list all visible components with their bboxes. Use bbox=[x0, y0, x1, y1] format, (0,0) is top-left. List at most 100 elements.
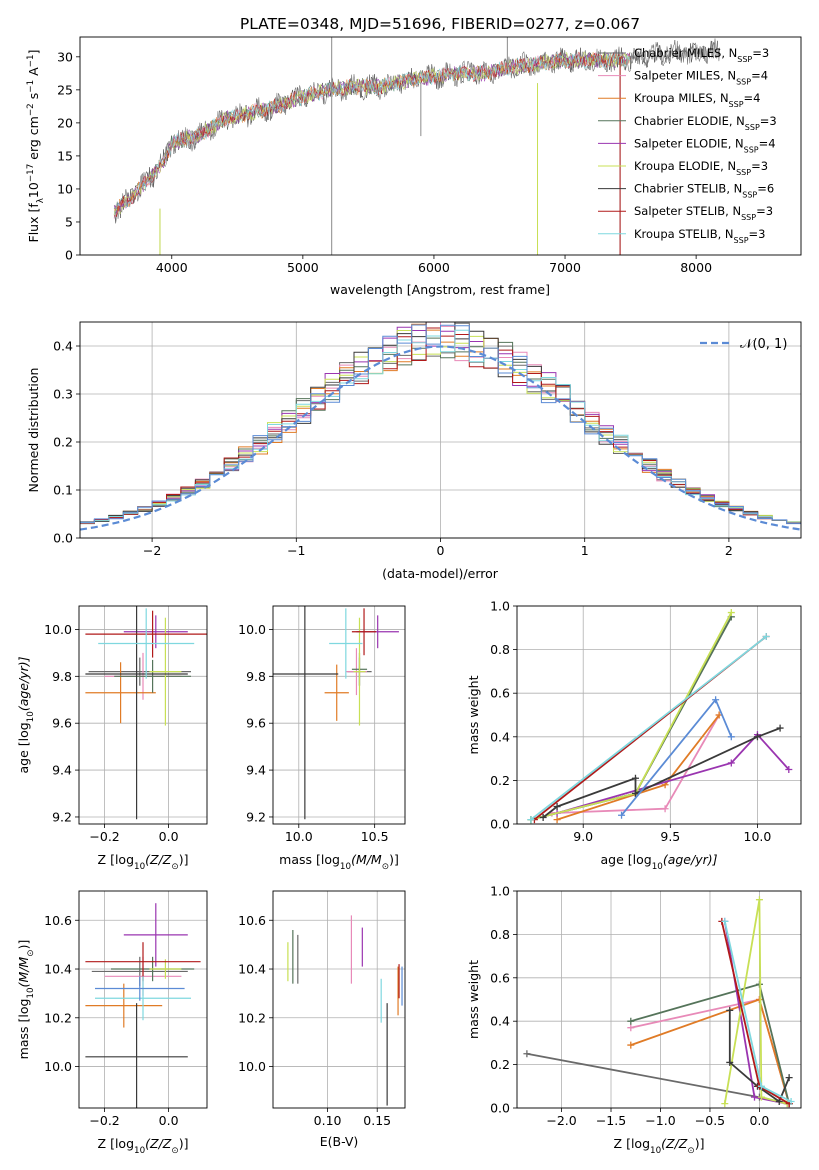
mass-weight-point bbox=[755, 896, 763, 904]
mass-weight-point bbox=[762, 633, 770, 641]
x-tick-label: 0.15 bbox=[363, 1113, 391, 1128]
x-axis-label: age [log10(age/yr)] bbox=[600, 852, 717, 872]
y-tick-label: 0.2 bbox=[53, 435, 73, 450]
y-tick-label: 1.0 bbox=[490, 599, 510, 614]
residual-step-line bbox=[80, 324, 801, 525]
axes-frame bbox=[78, 605, 208, 825]
mass-weight-point bbox=[527, 816, 535, 824]
y-tick-label: 0.4 bbox=[490, 729, 510, 744]
mass-weight-point bbox=[539, 813, 547, 821]
mass-weight-vs-age-chart: 9.0 9.5 10.0 0.0 0.2 0.4 0.6 0.8 1.0 age [log10(a… bbox=[466, 599, 802, 872]
axes-frame bbox=[79, 36, 802, 256]
y-tick-label: 9.8 bbox=[246, 669, 266, 684]
grid-lines bbox=[79, 891, 207, 1108]
mass-weight-point bbox=[787, 1097, 795, 1105]
x-tick-label: −2.0 bbox=[546, 1113, 576, 1128]
y-axis-label: age [log10(age/yr)] bbox=[16, 656, 36, 773]
age-vs-mass-chart: 10.0 10.5 9.2 9.4 9.6 9.8 10.0 mass [log10(M/M⊙… bbox=[238, 605, 406, 872]
y-tick-label: 5 bbox=[65, 214, 73, 229]
legend-entry: Chabrier MILES, NSSP=3 bbox=[634, 46, 769, 64]
grid-lines bbox=[273, 891, 405, 1108]
mass-weight-point bbox=[775, 1097, 783, 1105]
legend-entry: 𝒩(0, 1) bbox=[740, 337, 787, 352]
y-tick-label: 30 bbox=[57, 49, 73, 64]
axes-frame bbox=[272, 605, 406, 825]
y-tick-label: 0.0 bbox=[490, 1101, 510, 1116]
y-tick-label: 0.4 bbox=[490, 1014, 510, 1029]
x-axis-label: wavelength [Angstrom, rest frame] bbox=[330, 282, 550, 297]
mass-weight-point bbox=[757, 1082, 765, 1090]
mass-weight-point bbox=[618, 811, 626, 819]
x-tick-label: 2 bbox=[725, 543, 733, 558]
legend-entry: Salpeter STELIB, NSSP=3 bbox=[634, 204, 773, 222]
residual-histogram: −2 −1 0 1 2 0.0 0.1 0.2 0.3 0.4 𝒩(0, 1) (data-model… bbox=[26, 321, 802, 581]
y-tick-label: 10.0 bbox=[238, 1059, 266, 1074]
legend-entry: Kroupa ELODIE, NSSP=3 bbox=[634, 159, 768, 177]
y-tick-label: 10.0 bbox=[44, 1059, 72, 1074]
legend: Chabrier MILES, NSSP=3 Salpeter MILES, NS… bbox=[598, 46, 777, 244]
x-tick-label: 8000 bbox=[680, 260, 712, 275]
mass-weight-point bbox=[661, 805, 669, 813]
y-tick-label: 0.3 bbox=[53, 387, 73, 402]
mass-weight-series-line bbox=[720, 921, 790, 1105]
spectrum-model-line bbox=[113, 51, 631, 213]
mass-weight-point bbox=[776, 724, 784, 732]
y-tick-label: 9.2 bbox=[52, 809, 72, 824]
mass-weight-point bbox=[726, 1006, 734, 1014]
x-tick-label: −0.5 bbox=[695, 1113, 725, 1128]
x-tick-label: 0.10 bbox=[314, 1113, 342, 1128]
mass-vs-extinction-chart: 0.10 0.15 10.0 10.2 10.4 10.6 E(B-V) bbox=[238, 890, 406, 1149]
x-tick-label: −1.0 bbox=[645, 1113, 675, 1128]
axes-frame bbox=[516, 890, 802, 1109]
y-tick-label: 0.4 bbox=[53, 339, 73, 354]
x-tick-label: −0.2 bbox=[89, 829, 119, 844]
mass-weight-point bbox=[721, 917, 729, 925]
mass-weight-point bbox=[727, 733, 735, 741]
mass-weight-series-line bbox=[542, 727, 781, 819]
y-tick-label: 10.4 bbox=[238, 962, 266, 977]
y-axis-label: Normed distribution bbox=[26, 368, 41, 493]
x-axis-label: Z [log10(Z/Z⊙)] bbox=[98, 1136, 189, 1156]
x-tick-label: −2 bbox=[143, 543, 161, 558]
plot-area bbox=[273, 606, 399, 820]
mass-weight-point bbox=[627, 1041, 635, 1049]
x-tick-label: 10.0 bbox=[744, 829, 772, 844]
y-tick-label: 10.0 bbox=[238, 622, 266, 637]
legend-entry: Kroupa STELIB, NSSP=3 bbox=[634, 227, 765, 245]
mass-weight-point bbox=[727, 609, 735, 617]
y-tick-label: 0.2 bbox=[490, 1057, 510, 1072]
y-tick-label: 0.8 bbox=[490, 642, 510, 657]
age-vs-metallicity-chart: −0.2 0.0 9.2 9.4 9.6 9.8 10.0 Z [log10(Z/Z⊙)] ag… bbox=[16, 605, 208, 872]
y-tick-label: 0.1 bbox=[53, 483, 73, 498]
plot-area bbox=[113, 37, 720, 255]
mass-weight-point bbox=[785, 766, 793, 773]
x-tick-label: 6000 bbox=[418, 260, 450, 275]
spectrum-model-line bbox=[113, 51, 631, 216]
y-tick-label: 0.8 bbox=[490, 927, 510, 942]
y-tick-label: 10.6 bbox=[44, 913, 72, 928]
x-tick-label: 7000 bbox=[549, 260, 581, 275]
x-tick-label: −1 bbox=[287, 543, 305, 558]
x-axis-label: E(B-V) bbox=[320, 1134, 359, 1149]
y-tick-label: 1.0 bbox=[490, 884, 510, 899]
grid-lines bbox=[79, 606, 207, 824]
y-tick-label: 10.6 bbox=[238, 913, 266, 928]
y-tick-label: 0.0 bbox=[53, 531, 73, 546]
mass-weight-point bbox=[627, 1017, 635, 1025]
y-axis-label: mass [log10(M/M⊙)] bbox=[16, 940, 36, 1060]
plot-area bbox=[85, 606, 207, 820]
x-axis-label: (data-model)/error bbox=[382, 566, 499, 581]
mass-weight-point bbox=[712, 696, 720, 704]
mass-weight-point bbox=[553, 803, 561, 811]
x-tick-label: 10.0 bbox=[285, 829, 313, 844]
mass-weight-point bbox=[721, 1100, 729, 1108]
mass-weight-series-line bbox=[556, 714, 720, 821]
plot-area bbox=[80, 322, 801, 531]
y-tick-label: 10 bbox=[57, 181, 73, 196]
x-tick-label: 5000 bbox=[287, 260, 319, 275]
mass-weight-point bbox=[757, 1093, 765, 1101]
spectrum-chart: 4000 5000 6000 7000 8000 0 5 10 15 20 25 30 Chabrier… bbox=[26, 36, 802, 297]
y-tick-label: 0.2 bbox=[490, 773, 510, 788]
mass-weight-vs-metallicity-chart: −2.0 −1.5 −1.0 −0.5 0.0 0.0 0.2 0.4 0.6 0.8 1.0 Z [… bbox=[466, 884, 802, 1156]
x-tick-label: 10.5 bbox=[361, 829, 389, 844]
